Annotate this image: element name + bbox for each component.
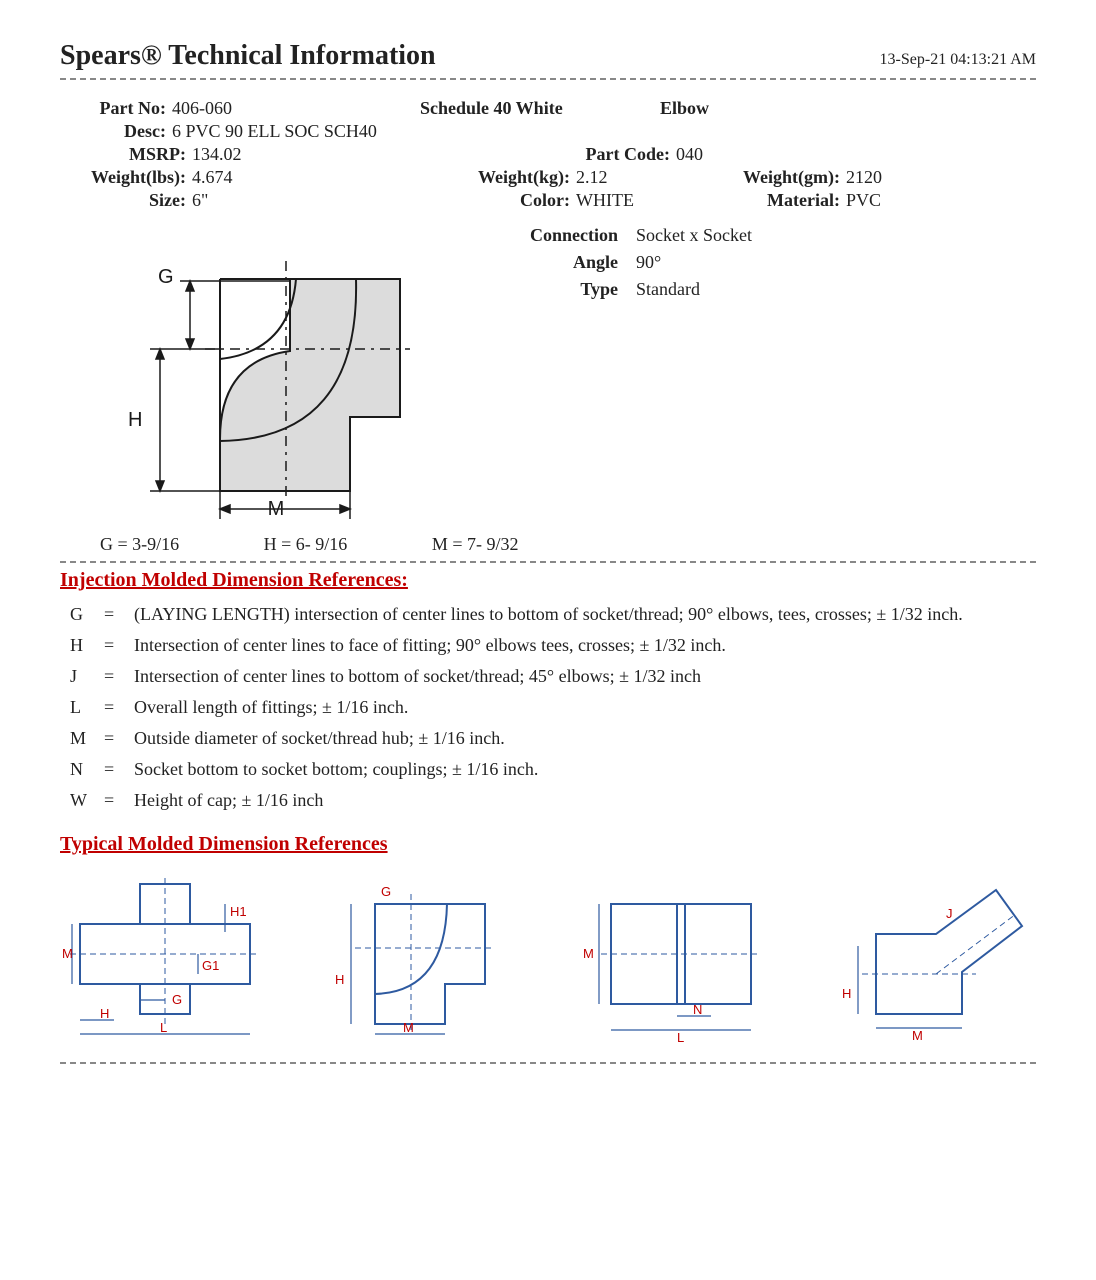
- size-label: Size:: [80, 190, 186, 211]
- injection-heading: Injection Molded Dimension References:: [60, 569, 1036, 592]
- thumb-tee: M H1 G1 G H L: [60, 874, 270, 1044]
- connection-label: Connection: [522, 223, 626, 248]
- thumb-label: L: [160, 1020, 167, 1035]
- main-diagram: G H M: [60, 221, 480, 526]
- type-val: Standard: [628, 277, 760, 302]
- ref-equals: =: [98, 662, 126, 691]
- color-label: Color:: [460, 190, 570, 211]
- reference-row: W=Height of cap; ± 1/16 inch: [64, 786, 969, 815]
- divider-bottom: [60, 1062, 1036, 1064]
- dim-g: G = 3-9/16: [100, 534, 179, 555]
- ref-symbol: N: [64, 755, 96, 784]
- reference-row: M=Outside diameter of socket/thread hub;…: [64, 724, 969, 753]
- thumb-elbow45: J H M: [826, 874, 1036, 1044]
- type-label: Type: [522, 277, 626, 302]
- thumb-label: J: [946, 906, 953, 921]
- thumb-label: M: [403, 1020, 414, 1035]
- page-title: Spears® Technical Information: [60, 40, 436, 72]
- weight-gm: 2120: [840, 167, 882, 188]
- ref-equals: =: [98, 600, 126, 629]
- page-header: Spears® Technical Information 13-Sep-21 …: [60, 40, 1036, 80]
- weight-lbs: 4.674: [186, 167, 233, 188]
- thumb-label: G: [381, 884, 391, 899]
- thumb-label: N: [693, 1002, 702, 1017]
- weight-lbs-label: Weight(lbs):: [80, 167, 186, 188]
- ref-text: Overall length of fittings; ± 1/16 inch.: [128, 693, 969, 722]
- reference-row: H=Intersection of center lines to face o…: [64, 631, 969, 660]
- reference-row: N=Socket bottom to socket bottom; coupli…: [64, 755, 969, 784]
- diagram-label-m: M: [268, 498, 285, 520]
- dim-m: M = 7- 9/32: [432, 534, 519, 555]
- material: PVC: [840, 190, 881, 211]
- typical-heading: Typical Molded Dimension References: [60, 833, 1036, 856]
- ref-symbol: G: [64, 600, 96, 629]
- thumb-label: H: [842, 986, 851, 1001]
- ref-equals: =: [98, 693, 126, 722]
- ref-equals: =: [98, 755, 126, 784]
- material-label: Material:: [710, 190, 840, 211]
- ref-equals: =: [98, 786, 126, 815]
- ref-text: Intersection of center lines to bottom o…: [128, 662, 969, 691]
- ref-symbol: L: [64, 693, 96, 722]
- thumb-coupling: M N L: [571, 874, 781, 1044]
- weight-kg: 2.12: [570, 167, 608, 188]
- ref-text: Socket bottom to socket bottom; coupling…: [128, 755, 969, 784]
- part-no: 406-060: [166, 98, 232, 119]
- weight-gm-label: Weight(gm):: [710, 167, 840, 188]
- part-code: 040: [670, 144, 703, 165]
- color: WHITE: [570, 190, 634, 211]
- thumb-label: H1: [230, 904, 247, 919]
- ref-text: Outside diameter of socket/thread hub; ±…: [128, 724, 969, 753]
- category: Elbow: [660, 98, 709, 119]
- thumb-elbow90: G H M: [315, 874, 525, 1044]
- desc: 6 PVC 90 ELL SOC SCH40: [166, 121, 377, 142]
- reference-row: J=Intersection of center lines to bottom…: [64, 662, 969, 691]
- ref-equals: =: [98, 631, 126, 660]
- ref-equals: =: [98, 724, 126, 753]
- part-code-label: Part Code:: [500, 144, 670, 165]
- ref-symbol: M: [64, 724, 96, 753]
- thumb-label: H: [335, 972, 344, 987]
- thumb-label: L: [677, 1030, 684, 1044]
- ref-symbol: J: [64, 662, 96, 691]
- diagram-label-h: H: [128, 409, 142, 431]
- connection-val: Socket x Socket: [628, 223, 760, 248]
- dim-h: H = 6- 9/16: [264, 534, 348, 555]
- desc-label: Desc:: [80, 121, 166, 142]
- reference-row: L=Overall length of fittings; ± 1/16 inc…: [64, 693, 969, 722]
- weight-kg-label: Weight(kg):: [460, 167, 570, 188]
- part-info: Part No: 406-060 Schedule 40 White Elbow…: [60, 98, 1036, 211]
- msrp: 134.02: [186, 144, 242, 165]
- timestamp: 13-Sep-21 04:13:21 AM: [880, 51, 1036, 69]
- thumb-label: H: [100, 1006, 109, 1021]
- thumb-label: M: [583, 946, 594, 961]
- divider: [60, 561, 1036, 563]
- thumbnail-row: M H1 G1 G H L G H M: [60, 874, 1036, 1044]
- attributes: Connection Socket x Socket Angle 90° Typ…: [480, 221, 762, 526]
- angle-label: Angle: [522, 250, 626, 275]
- ref-symbol: H: [64, 631, 96, 660]
- diagram-row: G H M Connection: [60, 221, 1036, 526]
- ref-text: Intersection of center lines to face of …: [128, 631, 969, 660]
- thumb-label: G: [172, 992, 182, 1007]
- thumb-label: M: [912, 1028, 923, 1043]
- ref-text: Height of cap; ± 1/16 inch: [128, 786, 969, 815]
- size: 6": [186, 190, 208, 211]
- msrp-label: MSRP:: [80, 144, 186, 165]
- angle-val: 90°: [628, 250, 760, 275]
- references-table: G=(LAYING LENGTH) intersection of center…: [60, 598, 1036, 817]
- diagram-label-g: G: [158, 266, 174, 288]
- ref-symbol: W: [64, 786, 96, 815]
- thumb-label: G1: [202, 958, 219, 973]
- reference-row: G=(LAYING LENGTH) intersection of center…: [64, 600, 969, 629]
- dimensions-line: G = 3-9/16 H = 6- 9/16 M = 7- 9/32: [60, 534, 1036, 555]
- part-no-label: Part No:: [80, 98, 166, 119]
- schedule: Schedule 40 White: [420, 98, 660, 119]
- thumb-label: M: [62, 946, 73, 961]
- ref-text: (LAYING LENGTH) intersection of center l…: [128, 600, 969, 629]
